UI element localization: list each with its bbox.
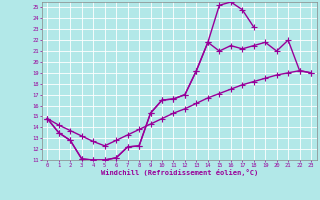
X-axis label: Windchill (Refroidissement éolien,°C): Windchill (Refroidissement éolien,°C) [100, 169, 258, 176]
